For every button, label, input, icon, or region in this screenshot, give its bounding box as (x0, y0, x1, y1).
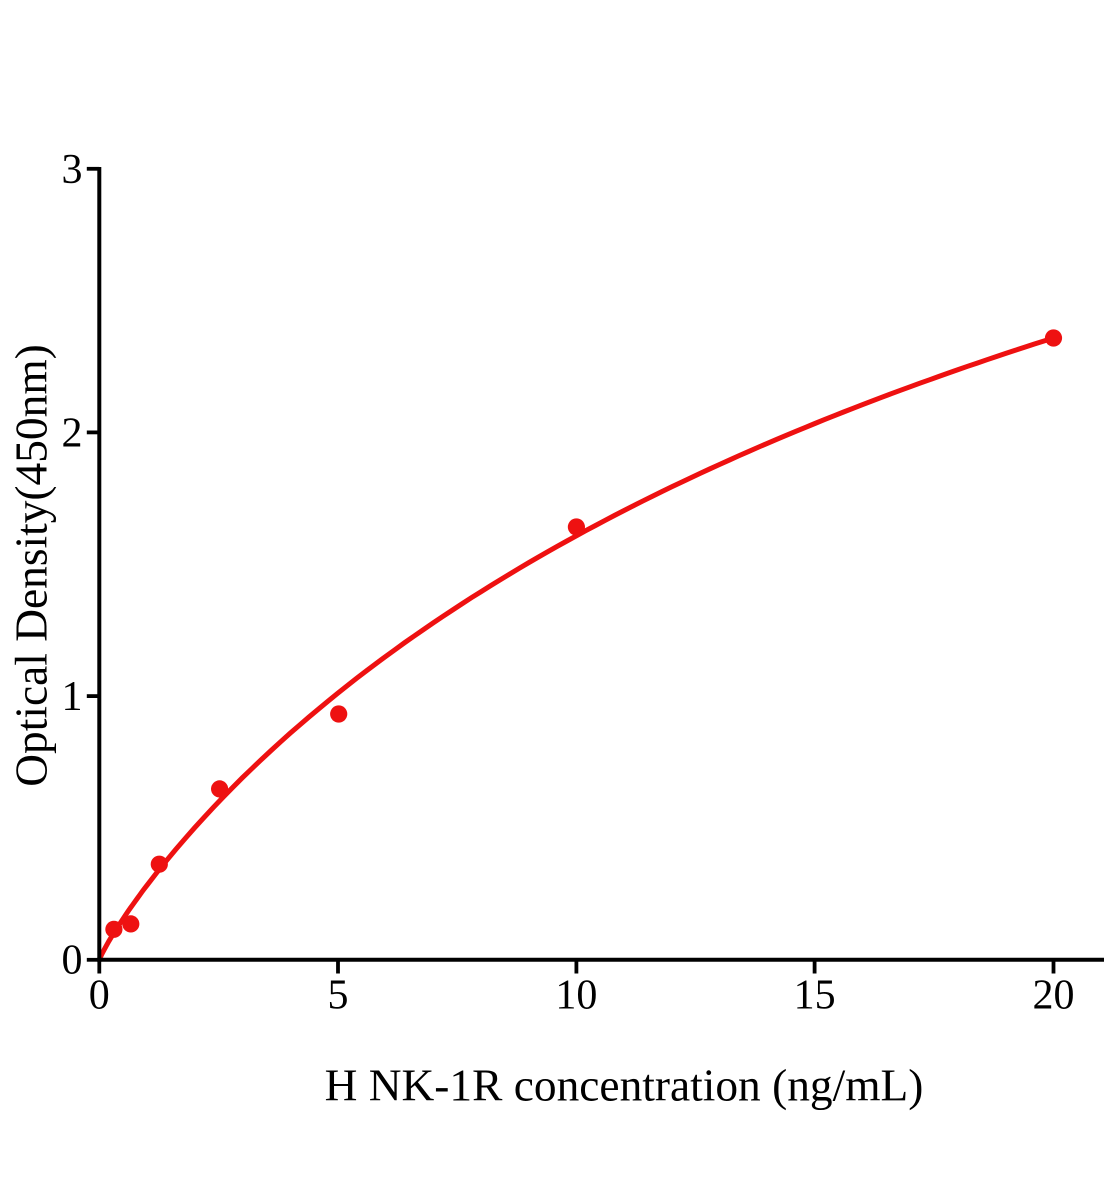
svg-text:3: 3 (62, 147, 83, 193)
svg-text:20: 20 (1033, 972, 1075, 1018)
svg-text:2: 2 (62, 410, 83, 456)
svg-text:5: 5 (328, 972, 349, 1018)
svg-text:10: 10 (555, 972, 597, 1018)
svg-text:0: 0 (89, 972, 110, 1018)
svg-text:Optical Density(450nm): Optical Density(450nm) (6, 344, 56, 786)
svg-text:H NK-1R concentration (ng/mL): H NK-1R concentration (ng/mL) (325, 1060, 924, 1110)
svg-text:0: 0 (62, 938, 83, 984)
svg-text:1: 1 (62, 674, 83, 720)
svg-text:15: 15 (794, 972, 836, 1018)
